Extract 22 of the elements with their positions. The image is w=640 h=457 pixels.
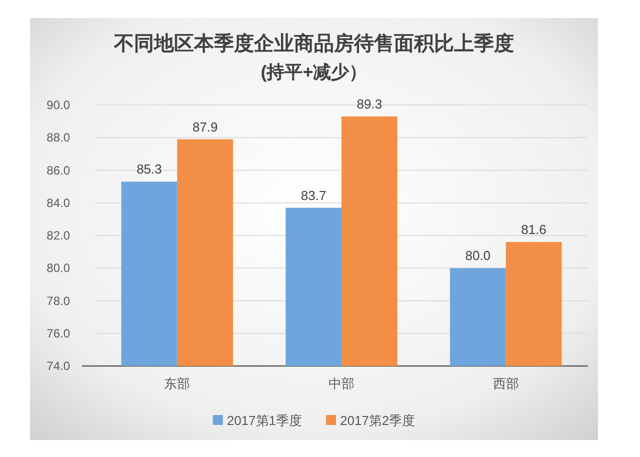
x-tick-label: 东部 bbox=[164, 376, 190, 391]
data-label: 80.0 bbox=[465, 248, 491, 264]
y-tick-label: 80.0 bbox=[46, 261, 70, 276]
y-tick-label: 76.0 bbox=[46, 326, 70, 340]
y-tick-label: 86.0 bbox=[46, 163, 70, 178]
y-tick-label: 90.0 bbox=[46, 98, 70, 112]
x-tick-label: 中部 bbox=[328, 376, 354, 391]
y-tick-label: 84.0 bbox=[46, 196, 70, 210]
data-label: 81.6 bbox=[521, 222, 546, 238]
y-tick-label: 82.0 bbox=[46, 228, 70, 242]
data-label: 87.9 bbox=[192, 119, 218, 134]
y-tick-label: 74.0 bbox=[46, 359, 70, 373]
legend-label: 2017第1季度 bbox=[226, 413, 302, 428]
y-tick-label: 78.0 bbox=[46, 294, 70, 308]
legend-label: 2017第2季度 bbox=[340, 413, 416, 428]
data-label: 83.7 bbox=[300, 188, 326, 203]
chart-title: 不同地区本季度企业商品房待售面积比上季度 bbox=[114, 33, 514, 55]
x-tick-label: 西部 bbox=[492, 376, 519, 391]
chart-subtitle: (持平+减少） bbox=[260, 62, 368, 82]
y-tick-label: 88.0 bbox=[46, 130, 70, 145]
data-label: 89.3 bbox=[356, 96, 382, 112]
data-label: 85.3 bbox=[136, 162, 162, 177]
